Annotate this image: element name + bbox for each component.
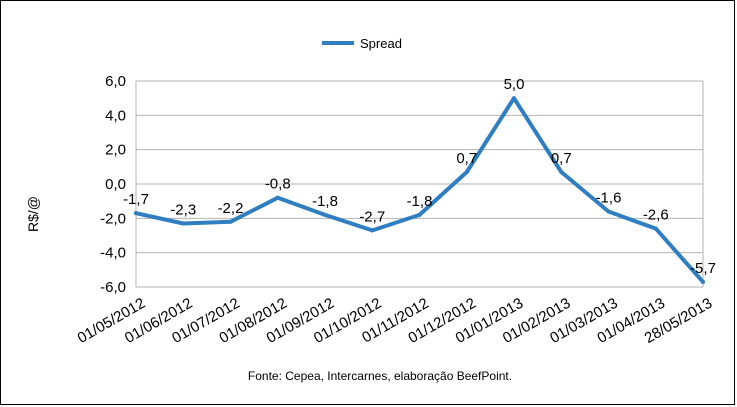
y-tick-label: 6,0	[105, 73, 126, 90]
data-point	[512, 96, 516, 101]
data-point	[323, 212, 327, 217]
data-label: -1,7	[123, 191, 149, 208]
x-axis-ticks: 01/05/201201/06/201201/07/201201/08/2012…	[75, 295, 716, 347]
data-labels: -1,7 -2,3 -2,2 -0,8 -1,8 -2,7 -1,8 0,7 5,0 0,7 -1,…	[123, 76, 716, 277]
data-label: -2,3	[170, 201, 196, 218]
data-point	[653, 226, 658, 231]
data-label: -2,2	[218, 200, 244, 217]
data-label: 0,7	[551, 150, 572, 167]
data-point	[228, 219, 233, 224]
source-note: Fonte: Cepea, Intercarnes, elaboração Be…	[248, 369, 512, 383]
data-label: -5,7	[690, 260, 716, 277]
data-point	[275, 195, 280, 200]
series-layer	[134, 96, 705, 284]
data-label: -1,8	[312, 193, 338, 210]
y-axis-title: R$/@	[25, 196, 41, 232]
data-point	[701, 279, 705, 284]
grid	[136, 80, 703, 288]
data-point	[606, 209, 611, 214]
data-label: -1,8	[407, 193, 433, 210]
data-point	[464, 169, 469, 174]
legend-label-spread: Spread	[360, 36, 402, 51]
data-label: -0,8	[265, 176, 291, 193]
y-tick-label: 4,0	[105, 107, 126, 124]
y-tick-label: 2,0	[105, 142, 126, 159]
y-tick-label: -2,0	[100, 210, 126, 227]
data-point	[559, 169, 564, 174]
data-point	[134, 211, 138, 216]
y-axis-ticks: 6,0 4,0 2,0 0,0 -2,0 -4,0 -6,0	[100, 73, 126, 296]
data-label: -2,7	[359, 208, 385, 225]
data-label: 5,0	[504, 76, 525, 93]
y-tick-label: -4,0	[100, 245, 126, 262]
data-point	[417, 212, 422, 217]
data-point	[370, 228, 375, 233]
data-point	[181, 221, 186, 226]
data-label: 0,7	[456, 150, 477, 167]
data-label: -2,6	[643, 207, 669, 224]
y-tick-label: 0,0	[105, 176, 126, 193]
legend: Spread	[322, 36, 402, 51]
y-tick-label: -6,0	[100, 279, 126, 296]
data-label: -1,6	[596, 189, 622, 206]
